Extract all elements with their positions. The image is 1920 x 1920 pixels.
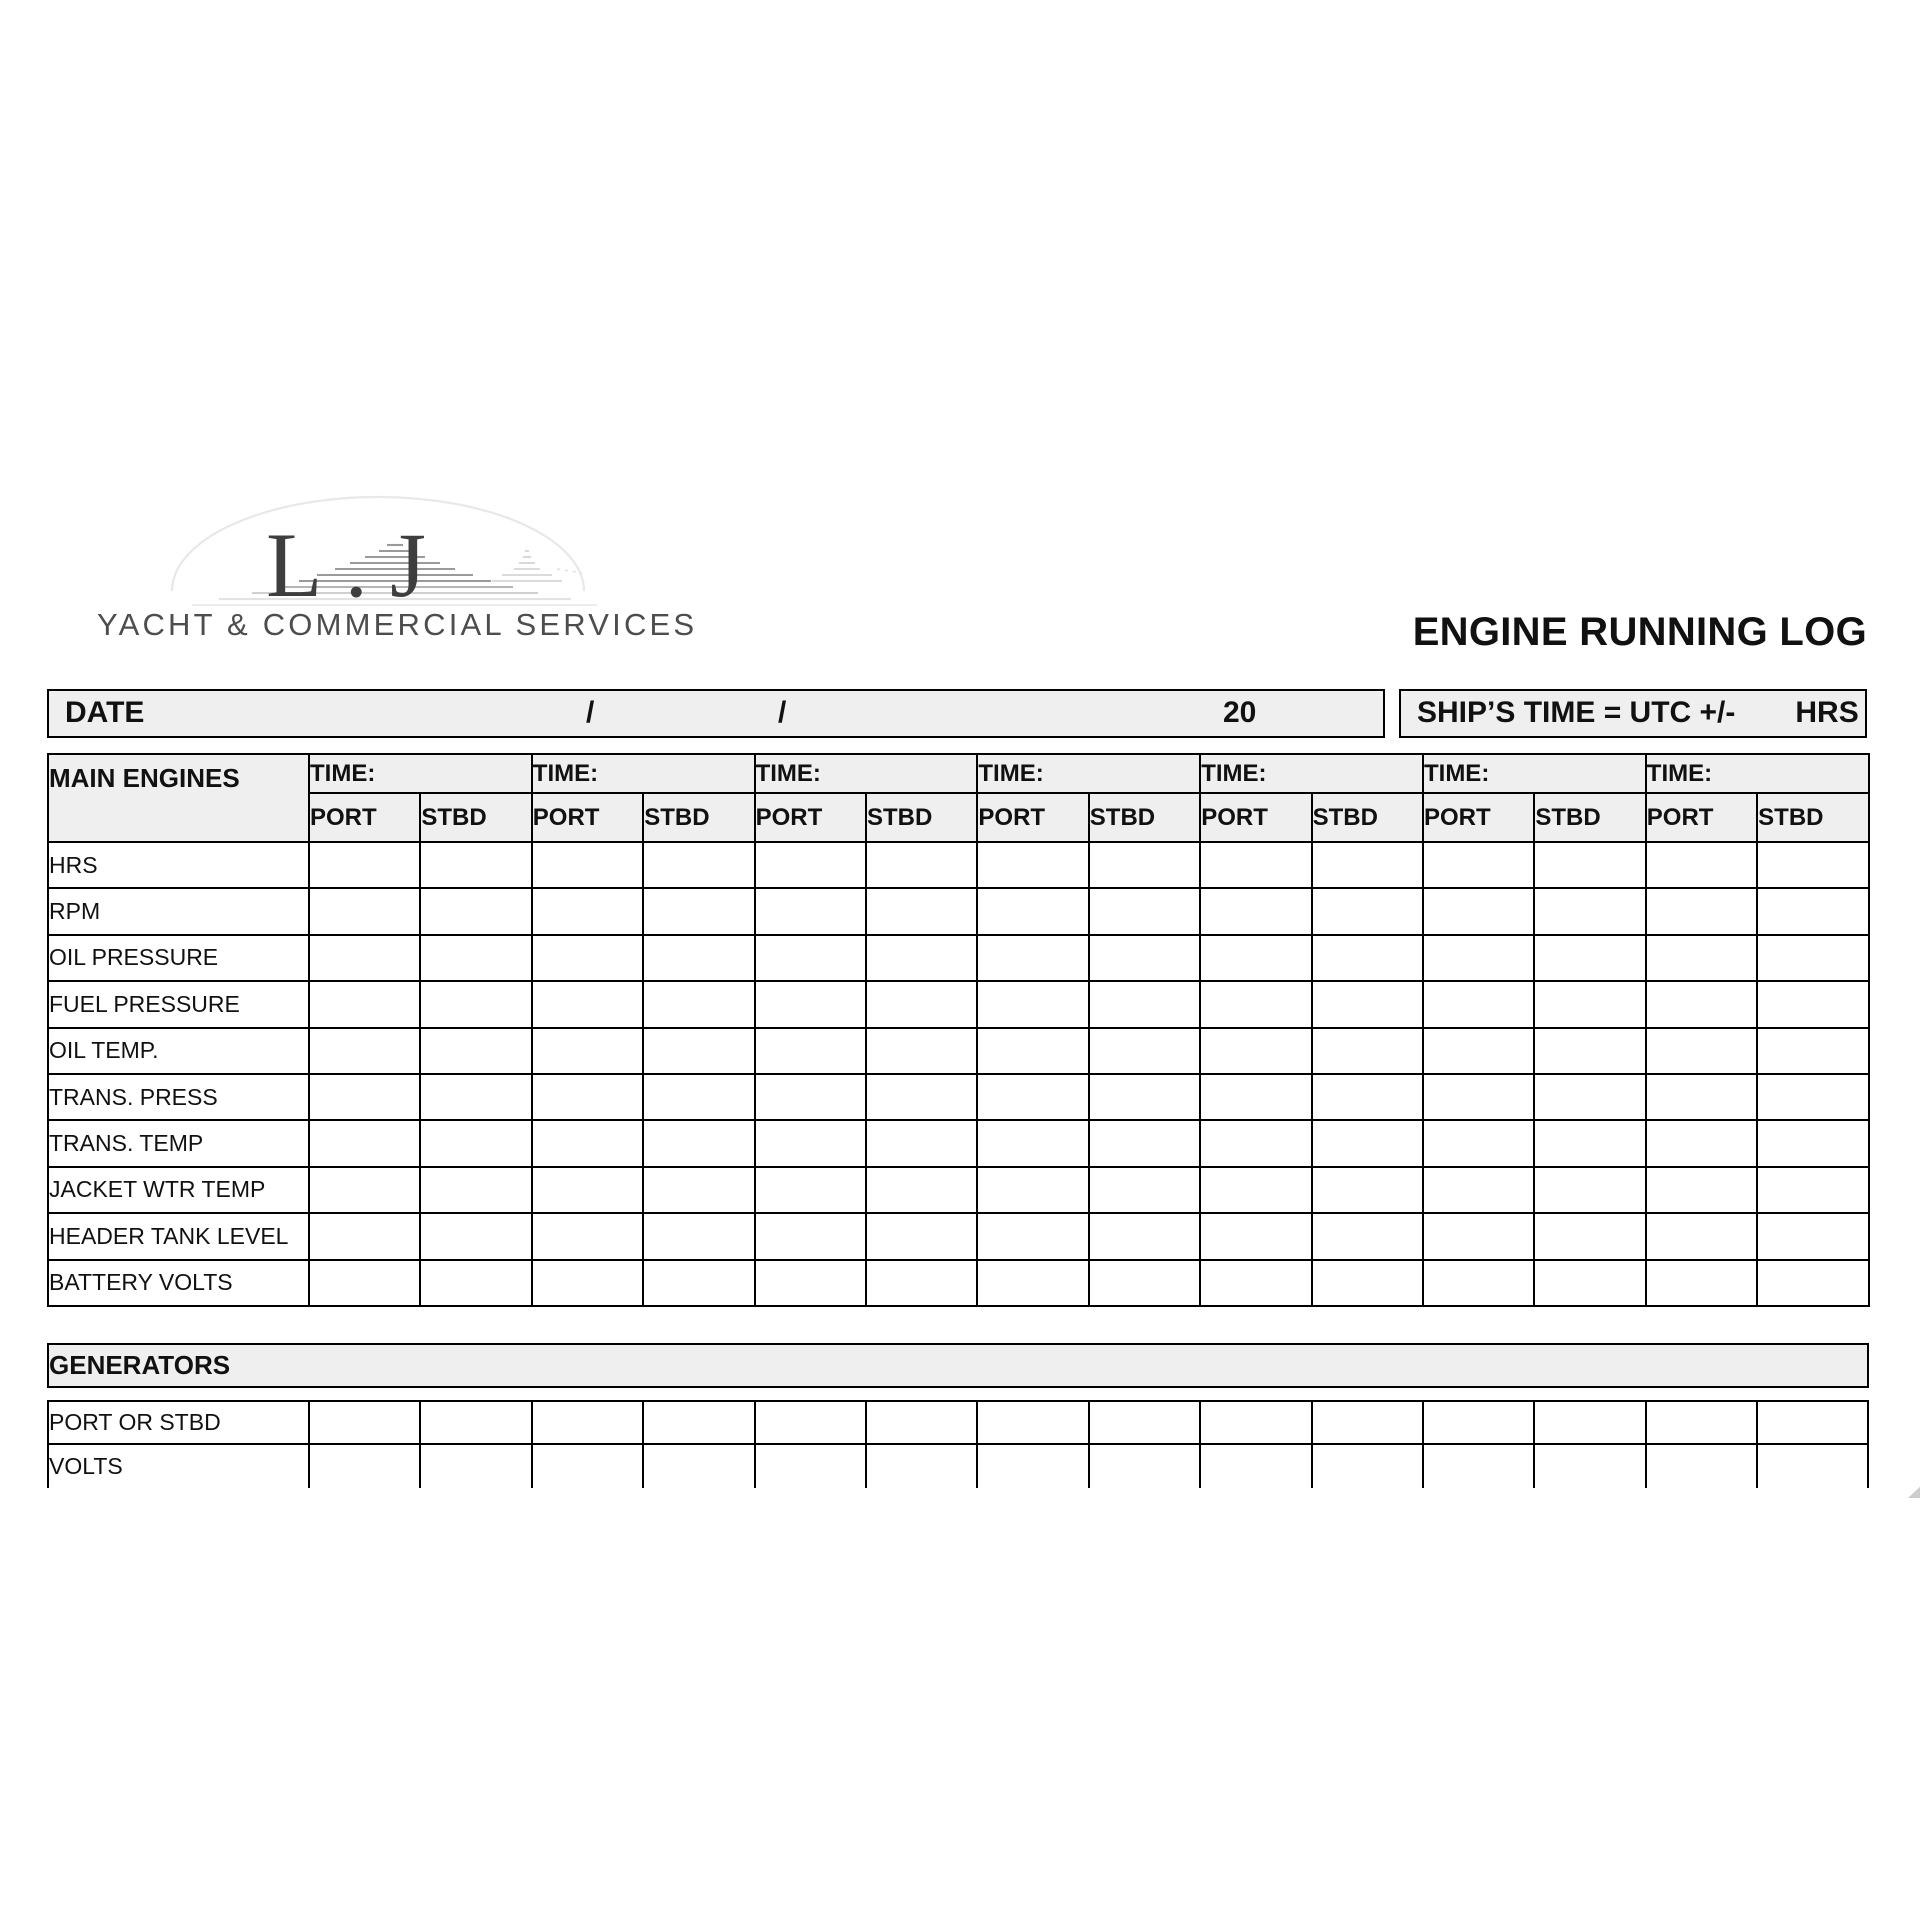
svg-text:L . J: L . J [266,514,428,616]
